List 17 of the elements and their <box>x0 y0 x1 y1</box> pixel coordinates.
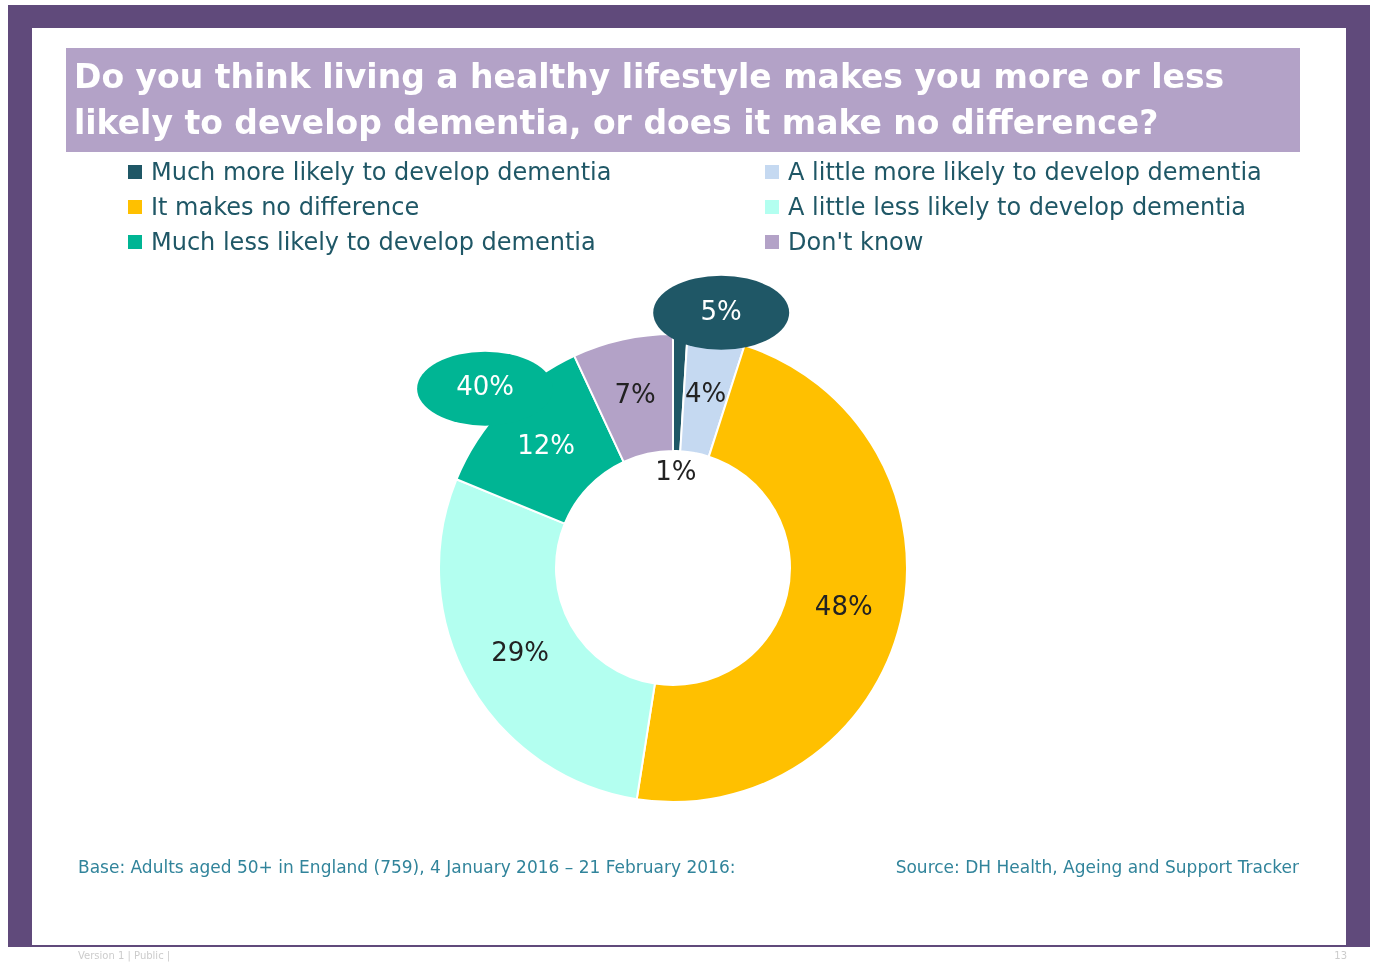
text: 5% <box>700 295 742 326</box>
legend-label: A little more likely to develop dementia <box>788 158 1262 186</box>
legend-label: A little less likely to develop dementia <box>788 193 1247 221</box>
source-note: Source: DH Health, Ageing and Support Tracker <box>895 857 1299 877</box>
data-label: 1% <box>655 455 697 486</box>
legend-label: Don't know <box>788 228 924 256</box>
data-label: 48% <box>814 591 873 622</box>
legend-label: It makes no difference <box>151 193 420 221</box>
data-label: 4% <box>684 378 727 409</box>
chart-title: Do you think living a healthy lifestyle makes you more or less likely to develop dementia, or does it make no difference? <box>66 48 1300 152</box>
data-label: 29% <box>491 636 550 667</box>
text: Base: Adults aged 50+ in England (759), 4 January 2016 – 21 February 2016: <box>78 857 736 877</box>
data-label: 7% <box>614 379 656 410</box>
data-label: 12% <box>517 429 575 460</box>
text: 40% <box>456 371 514 402</box>
legend-label: Much more likely to develop dementia <box>151 158 612 186</box>
legend-label: Much less likely to develop dementia <box>151 228 596 256</box>
